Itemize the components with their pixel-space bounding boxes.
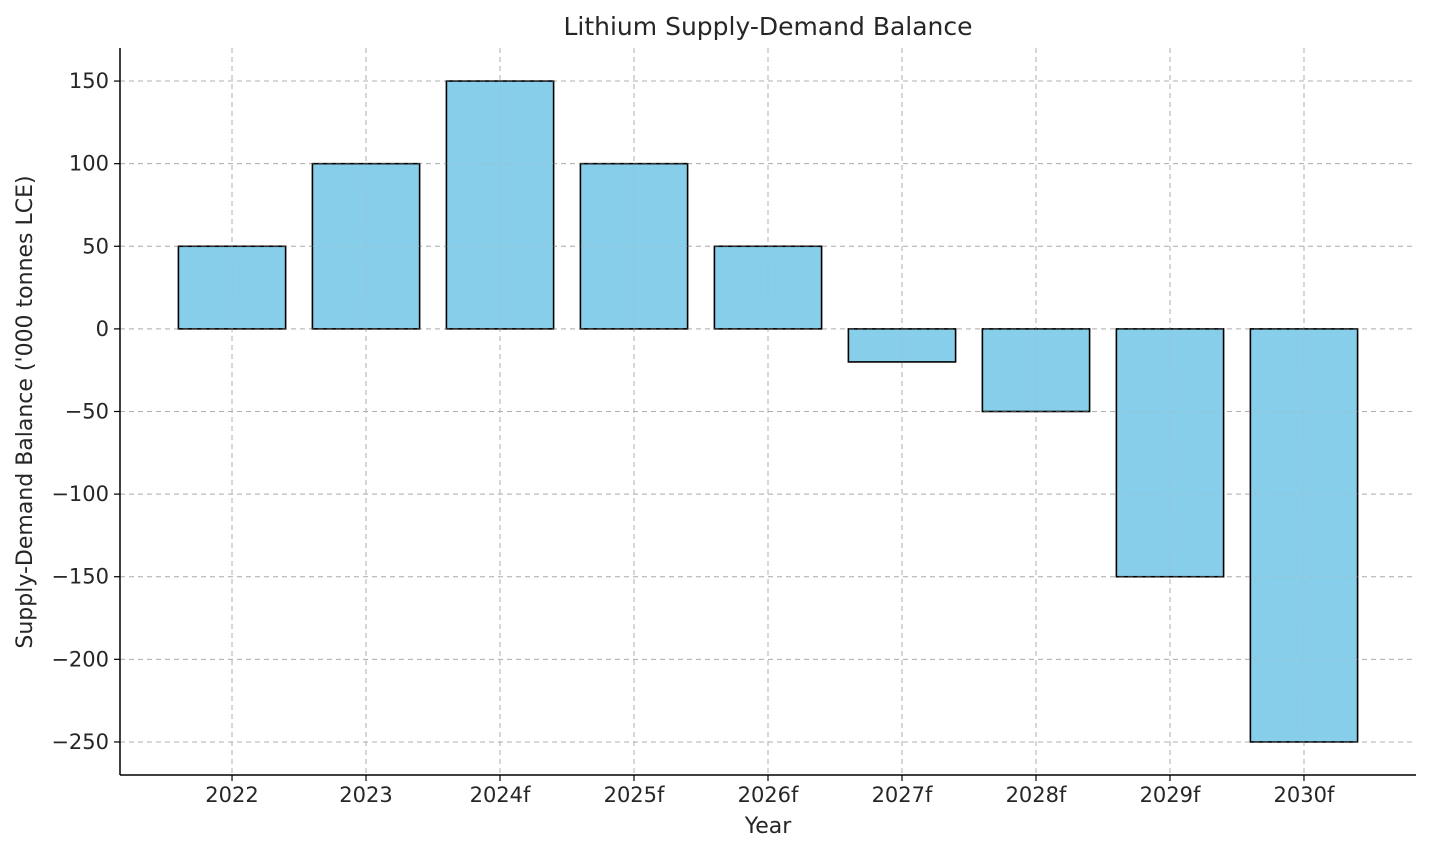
x-tick-label: 2024f [470, 783, 531, 807]
x-tick-label: 2025f [604, 783, 665, 807]
x-tick-label: 2027f [872, 783, 933, 807]
y-tick-label: −200 [51, 647, 109, 671]
y-tick-label: 0 [96, 317, 109, 341]
x-ticks: 2022 2023 2024f 2025f 2026f 2027f 2028f 2029f 20… [205, 775, 1335, 807]
grid-overlay [120, 48, 1416, 775]
y-tick-label: 50 [82, 234, 109, 258]
y-tick-label: 100 [69, 152, 109, 176]
bar-2022 [177, 245, 287, 330]
bar-2027f [847, 328, 957, 363]
bar-2028f [981, 328, 1091, 413]
x-tick-label: 2029f [1140, 783, 1201, 807]
bars [177, 80, 1359, 743]
x-tick-label: 2023 [339, 783, 392, 807]
y-tick-label: −150 [51, 565, 109, 589]
bar-2026f [713, 245, 823, 330]
y-ticks: 150 100 50 0 −50 −100 −150 −200 −250 [51, 69, 120, 754]
x-tick-label: 2028f [1006, 783, 1067, 807]
y-tick-label: −100 [51, 482, 109, 506]
chart-title: Lithium Supply-Demand Balance [563, 12, 972, 41]
bar-2023 [311, 162, 421, 330]
y-tick-label: 150 [69, 69, 109, 93]
y-axis-label: Supply-Demand Balance ('000 tonnes LCE) [13, 175, 38, 648]
bar-2029f [1115, 328, 1225, 578]
bar-2024f [445, 80, 555, 330]
y-tick-label: −50 [65, 400, 109, 424]
x-tick-label: 2022 [205, 783, 258, 807]
bar-2030f [1249, 328, 1359, 743]
x-tick-label: 2026f [738, 783, 799, 807]
x-tick-label: 2030f [1274, 783, 1335, 807]
bar-2025f [579, 162, 689, 330]
y-tick-label: −250 [51, 730, 109, 754]
x-axis-label: Year [744, 814, 793, 839]
